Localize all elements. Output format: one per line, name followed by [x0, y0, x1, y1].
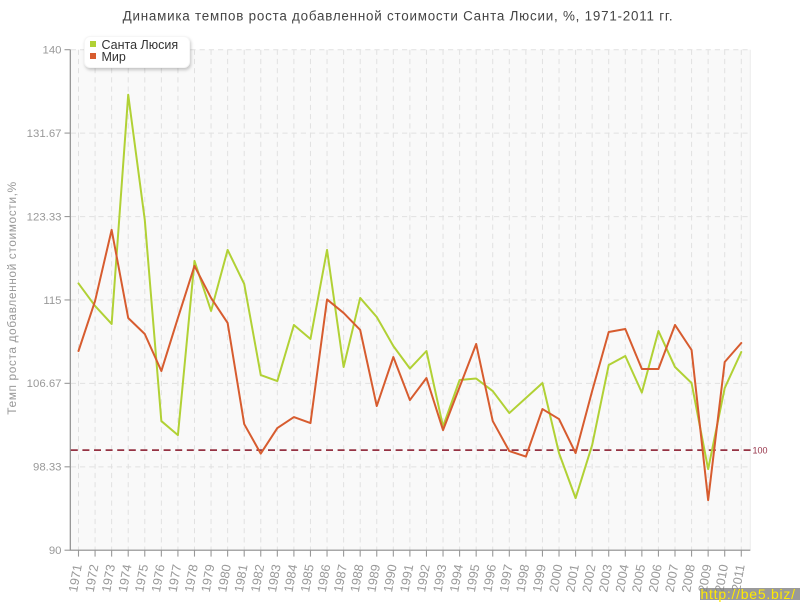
svg-text:1984: 1984: [282, 563, 301, 593]
svg-text:2005: 2005: [630, 563, 649, 593]
svg-text:1998: 1998: [514, 563, 533, 593]
svg-text:1988: 1988: [348, 563, 367, 593]
svg-text:Темп роста добавленной стоимос: Темп роста добавленной стоимости,%: [5, 181, 19, 414]
svg-text:1978: 1978: [182, 563, 201, 593]
svg-text:2003: 2003: [596, 563, 615, 593]
svg-text:2000: 2000: [547, 563, 566, 593]
svg-text:1980: 1980: [215, 563, 234, 593]
svg-text:2009: 2009: [696, 563, 715, 593]
svg-text:1994: 1994: [447, 563, 466, 593]
svg-text:1989: 1989: [364, 563, 383, 593]
svg-text:1990: 1990: [381, 563, 400, 593]
svg-text:1997: 1997: [497, 563, 516, 593]
svg-text:100: 100: [753, 445, 768, 455]
svg-text:123.33: 123.33: [27, 211, 62, 223]
svg-text:2010: 2010: [712, 563, 731, 593]
svg-text:1993: 1993: [431, 563, 450, 593]
svg-text:1991: 1991: [398, 563, 417, 593]
svg-text:1983: 1983: [265, 563, 284, 593]
svg-text:1974: 1974: [116, 563, 135, 593]
svg-text:1986: 1986: [315, 563, 334, 593]
svg-text:1981: 1981: [232, 563, 251, 593]
svg-text:1982: 1982: [248, 563, 267, 593]
svg-text:1976: 1976: [149, 563, 168, 593]
svg-text:115: 115: [43, 295, 61, 307]
svg-text:1977: 1977: [166, 563, 185, 593]
svg-text:90: 90: [49, 545, 62, 557]
svg-text:1999: 1999: [530, 563, 549, 593]
svg-text:98.33: 98.33: [33, 462, 62, 474]
svg-text:2002: 2002: [580, 563, 599, 593]
svg-text:1987: 1987: [331, 563, 350, 593]
svg-text:131.67: 131.67: [27, 128, 62, 140]
svg-text:1973: 1973: [99, 563, 118, 593]
svg-text:1972: 1972: [83, 563, 102, 593]
svg-text:1985: 1985: [298, 563, 317, 593]
svg-text:2004: 2004: [613, 563, 632, 593]
svg-text:106.67: 106.67: [27, 378, 62, 390]
svg-text:2011: 2011: [729, 563, 747, 592]
svg-text:1996: 1996: [480, 563, 499, 593]
svg-text:Динамика темпов роста добавлен: Динамика темпов роста добавленной стоимо…: [123, 9, 674, 24]
svg-text:1995: 1995: [464, 563, 483, 593]
svg-text:140: 140: [42, 45, 61, 57]
svg-text:1971: 1971: [66, 563, 85, 593]
svg-text:1975: 1975: [132, 563, 151, 593]
svg-text:2006: 2006: [646, 563, 665, 593]
svg-text:1992: 1992: [414, 563, 433, 593]
svg-text:2008: 2008: [679, 563, 698, 593]
svg-text:2007: 2007: [663, 563, 682, 593]
svg-text:2001: 2001: [563, 563, 582, 593]
svg-text:1979: 1979: [199, 563, 218, 593]
